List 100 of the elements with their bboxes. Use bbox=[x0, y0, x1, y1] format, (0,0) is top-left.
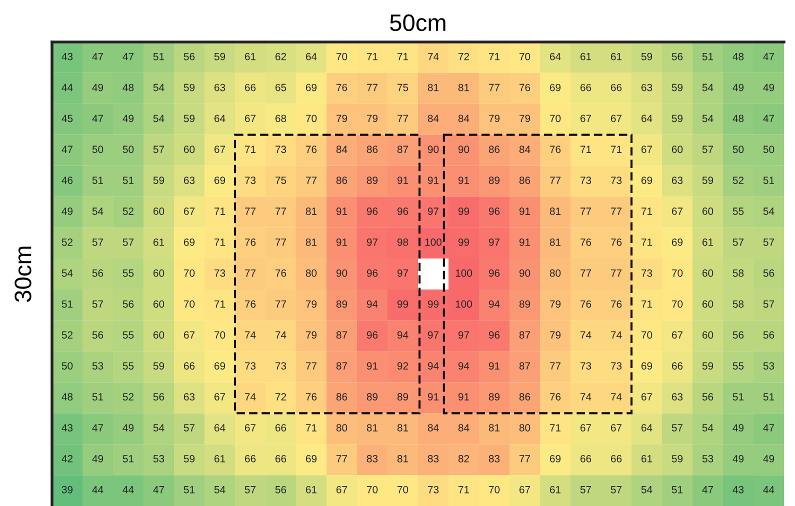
data-label: 94 bbox=[428, 362, 439, 370]
data-label: 81 bbox=[306, 208, 317, 215]
data-label: 71 bbox=[641, 300, 652, 308]
data-label: 74 bbox=[275, 331, 286, 339]
data-label: 57 bbox=[610, 486, 622, 494]
data-label: 51 bbox=[702, 52, 714, 60]
data-label: 63 bbox=[184, 176, 195, 184]
data-label: 66 bbox=[275, 455, 286, 462]
data-label: 71 bbox=[641, 238, 652, 246]
data-label: 57 bbox=[702, 146, 714, 154]
data-label: 74 bbox=[610, 331, 622, 339]
data-label: 47 bbox=[92, 52, 104, 60]
data-label: 47 bbox=[92, 114, 104, 122]
data-label: 77 bbox=[610, 270, 622, 277]
data-label: 44 bbox=[763, 486, 774, 494]
data-label: 59 bbox=[672, 84, 683, 92]
data-label: 51 bbox=[184, 486, 195, 494]
data-label: 77 bbox=[488, 84, 500, 92]
data-label: 59 bbox=[184, 114, 195, 122]
data-label: 67 bbox=[244, 114, 256, 122]
data-label: 42 bbox=[62, 455, 73, 462]
data-label: 87 bbox=[336, 331, 348, 339]
data-label: 55 bbox=[122, 331, 134, 339]
data-label: 69 bbox=[550, 84, 561, 92]
data-label: 50 bbox=[92, 146, 104, 154]
data-label: 63 bbox=[641, 84, 652, 92]
data-label: 48 bbox=[732, 52, 744, 60]
data-label: 81 bbox=[397, 424, 408, 432]
data-label: 79 bbox=[336, 114, 348, 122]
data-label: 91 bbox=[428, 393, 439, 401]
data-label: 51 bbox=[92, 176, 104, 184]
data-label: 77 bbox=[580, 208, 592, 215]
data-label: 76 bbox=[610, 238, 622, 246]
data-label: 94 bbox=[397, 331, 408, 339]
data-label: 54 bbox=[153, 114, 164, 122]
data-label: 77 bbox=[275, 238, 286, 246]
data-label: 52 bbox=[62, 331, 73, 339]
data-label: 84 bbox=[428, 424, 439, 432]
data-label: 63 bbox=[184, 393, 195, 401]
data-label: 76 bbox=[580, 238, 592, 246]
data-label: 91 bbox=[397, 176, 408, 184]
data-label: 73 bbox=[244, 176, 256, 184]
data-label: 70 bbox=[397, 486, 408, 494]
data-label: 77 bbox=[275, 300, 286, 308]
data-label: 49 bbox=[122, 424, 134, 432]
data-label: 83 bbox=[428, 455, 439, 462]
data-label: 50 bbox=[122, 146, 134, 154]
data-label: 100 bbox=[456, 269, 472, 277]
data-label: 52 bbox=[62, 238, 73, 246]
data-label: 74 bbox=[580, 331, 592, 339]
data-label: 96 bbox=[488, 331, 500, 339]
data-label: 77 bbox=[550, 362, 561, 370]
data-label: 49 bbox=[732, 84, 744, 92]
data-label: 47 bbox=[62, 146, 73, 153]
data-label: 91 bbox=[488, 362, 500, 370]
data-label: 57 bbox=[763, 238, 774, 246]
data-label: 76 bbox=[580, 300, 592, 308]
data-label: 91 bbox=[336, 208, 348, 215]
data-label: 89 bbox=[336, 300, 348, 308]
data-label: 47 bbox=[763, 52, 774, 60]
data-label: 79 bbox=[488, 114, 500, 122]
data-label: 54 bbox=[641, 486, 652, 494]
data-label: 57 bbox=[153, 146, 164, 154]
data-label: 60 bbox=[702, 269, 714, 277]
data-label: 44 bbox=[122, 486, 134, 494]
data-label: 68 bbox=[275, 114, 286, 122]
data-label: 69 bbox=[214, 362, 226, 370]
data-label: 97 bbox=[366, 238, 378, 246]
data-label: 76 bbox=[306, 393, 317, 401]
data-label: 57 bbox=[92, 238, 104, 246]
data-label: 71 bbox=[397, 52, 408, 60]
data-label: 61 bbox=[580, 52, 592, 60]
data-label: 72 bbox=[458, 52, 470, 60]
data-label: 76 bbox=[275, 269, 286, 277]
data-label: 76 bbox=[519, 84, 530, 92]
data-label: 97 bbox=[428, 208, 439, 215]
data-label: 59 bbox=[153, 362, 164, 370]
data-label: 61 bbox=[610, 52, 622, 60]
data-label: 74 bbox=[244, 331, 256, 339]
data-label: 73 bbox=[610, 362, 622, 370]
data-label: 96 bbox=[366, 331, 378, 339]
data-label: 69 bbox=[641, 362, 652, 370]
data-label: 64 bbox=[641, 424, 652, 432]
data-label: 54 bbox=[62, 270, 73, 277]
data-label: 99 bbox=[397, 300, 408, 308]
data-label: 99 bbox=[458, 208, 470, 215]
data-label: 44 bbox=[62, 84, 73, 92]
data-label: 66 bbox=[610, 455, 622, 462]
data-label: 84 bbox=[336, 146, 348, 154]
data-label: 81 bbox=[366, 424, 378, 432]
data-label: 76 bbox=[550, 146, 561, 154]
data-label: 62 bbox=[275, 52, 286, 60]
data-label: 56 bbox=[153, 393, 164, 401]
data-label: 47 bbox=[122, 52, 134, 60]
data-label: 58 bbox=[732, 269, 744, 277]
data-label: 63 bbox=[214, 84, 226, 92]
data-label: 87 bbox=[519, 362, 530, 370]
data-label: 70 bbox=[672, 269, 683, 277]
data-label: 89 bbox=[488, 393, 500, 401]
data-label: 61 bbox=[641, 455, 652, 462]
